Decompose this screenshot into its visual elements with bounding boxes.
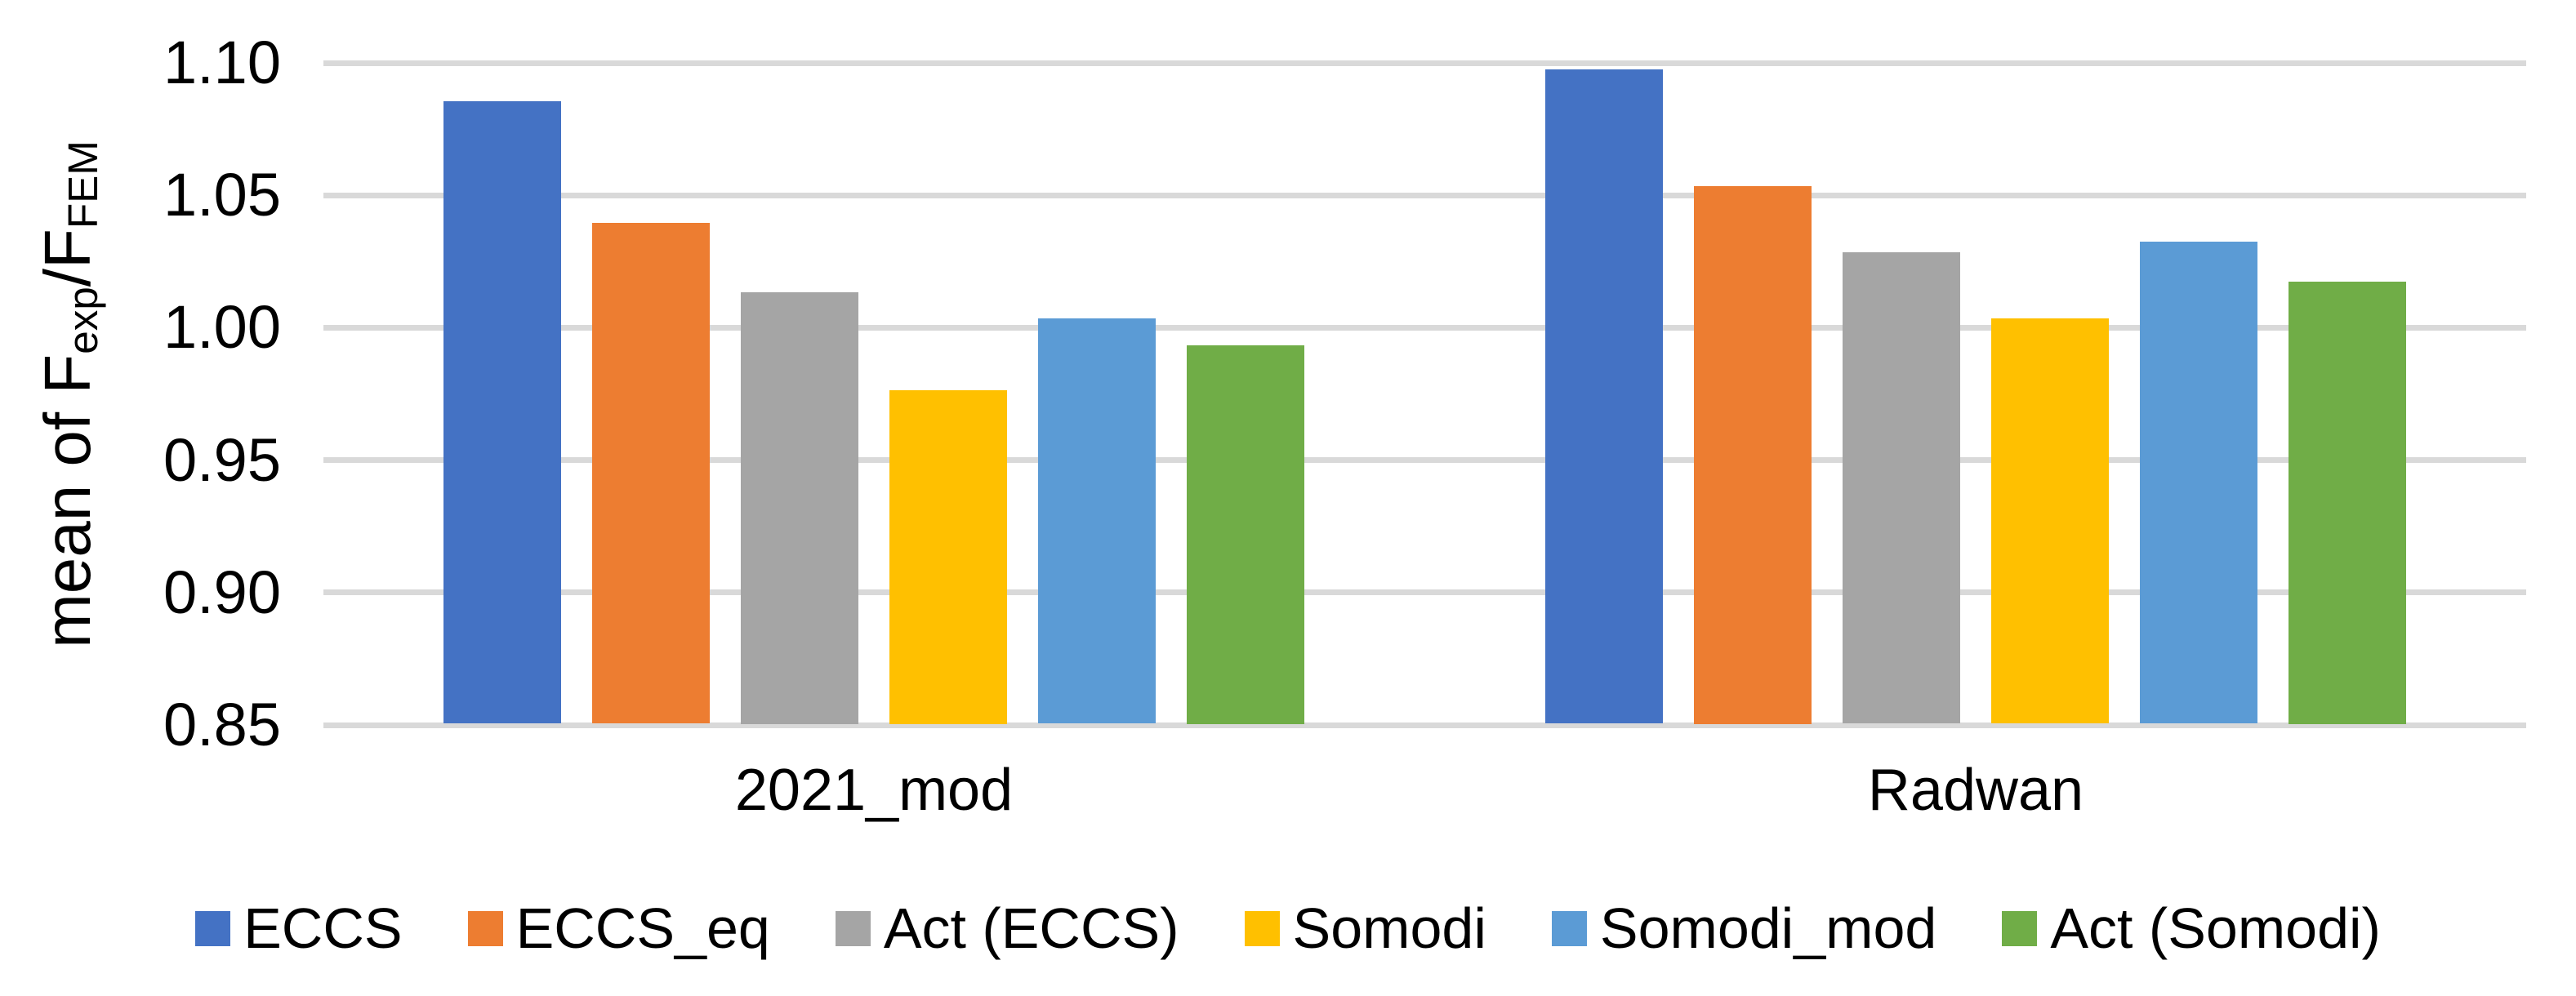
- legend-swatch-icon: [467, 910, 503, 946]
- legend-item-act-eccs-: Act (ECCS): [835, 896, 1179, 960]
- bar-somodi-radwan: [1991, 318, 2109, 723]
- y-axis-title-divider: /F: [31, 229, 104, 287]
- gridline-1.05: [323, 192, 2526, 198]
- chart-legend: ECCS ECCS_eq Act (ECCS) Somodi Somodi_mod Act…: [0, 896, 2576, 960]
- y-tick-label-0.95: 0.95: [163, 425, 281, 494]
- y-tick-label-0.85: 0.85: [163, 691, 281, 758]
- legend-item-somodi: Somodi: [1244, 896, 1486, 960]
- legend-label: Somodi: [1292, 896, 1486, 960]
- gridline-1.00: [323, 324, 2526, 331]
- gridline-1.10: [323, 60, 2526, 66]
- legend-item-act-somodi-: Act (Somodi): [2002, 896, 2381, 960]
- legend-label: ECCS: [243, 896, 403, 960]
- legend-swatch-icon: [1244, 910, 1280, 946]
- bar-act-eccs--2021-mod: [741, 292, 858, 724]
- legend-swatch-icon: [1551, 910, 1587, 946]
- y-tick-label-1.00: 1.00: [163, 293, 281, 362]
- y-tick-label-1.10: 1.10: [163, 29, 281, 96]
- bar-eccs-radwan: [1545, 69, 1663, 723]
- legend-label: Somodi_mod: [1599, 896, 1937, 960]
- y-tick-label-1.05: 1.05: [163, 161, 281, 229]
- y-tick-label-0.90: 0.90: [163, 558, 281, 626]
- bar-somodi-2021-mod: [889, 390, 1007, 724]
- legend-swatch-icon: [835, 910, 871, 946]
- x-category-label-radwan: Radwan: [1867, 758, 2084, 823]
- gridline-0.90: [323, 589, 2526, 596]
- gridline-0.85: [323, 722, 2526, 728]
- bar-act-eccs--radwan: [1843, 252, 1960, 723]
- legend-item-eccs-eq: ECCS_eq: [467, 896, 770, 960]
- bar-somodi-mod-radwan: [2140, 242, 2257, 723]
- legend-item-somodi-mod: Somodi_mod: [1551, 896, 1937, 960]
- bar-eccs-2021-mod: [443, 101, 561, 723]
- gridline-0.95: [323, 457, 2526, 464]
- plot-area: [323, 60, 2526, 728]
- bar-eccs-eq-2021-mod: [592, 223, 710, 723]
- legend-item-eccs: ECCS: [195, 896, 403, 960]
- x-category-label-2021-mod: 2021_mod: [734, 758, 1014, 823]
- bar-act-somodi--2021-mod: [1187, 345, 1304, 724]
- bar-eccs-eq-radwan: [1694, 186, 1812, 724]
- legend-swatch-icon: [2002, 910, 2038, 946]
- bar-somodi-mod-2021-mod: [1038, 318, 1156, 723]
- legend-label: ECCS_eq: [515, 896, 770, 960]
- legend-swatch-icon: [195, 910, 231, 946]
- legend-label: Act (ECCS): [883, 896, 1179, 960]
- bar-act-somodi--radwan: [2289, 282, 2406, 724]
- legend-label: Act (Somodi): [2050, 896, 2381, 960]
